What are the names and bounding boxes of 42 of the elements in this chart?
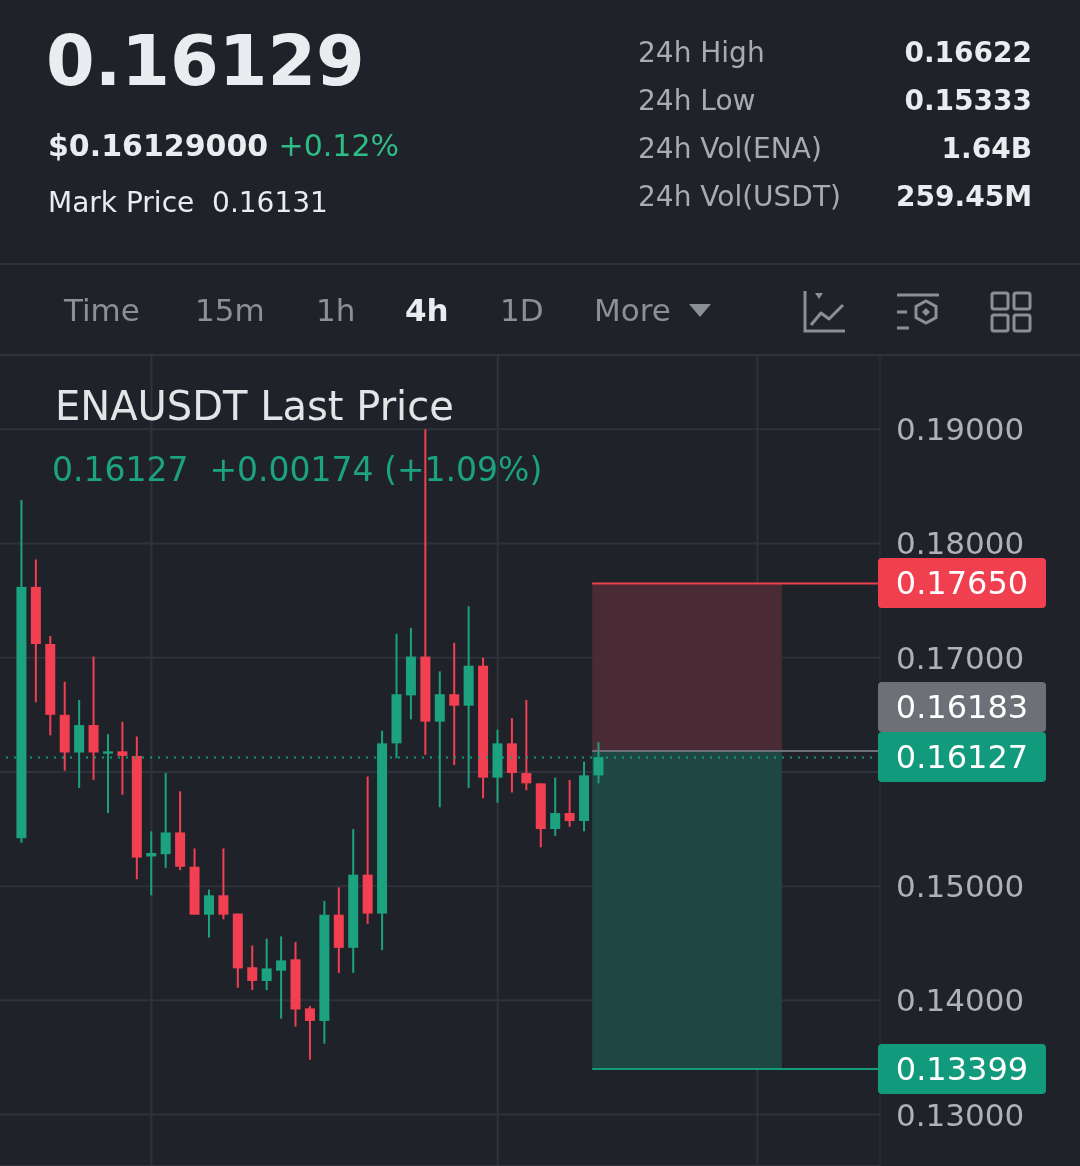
ref-line-label: 0.16183 [878,682,1046,733]
text: 0.16131 [212,186,328,219]
text: 1.64B [941,132,1032,165]
candlestick [218,847,229,921]
text: 24h Vol(ENA) [638,132,822,165]
y-tick-label: 0.18000 [896,525,1025,562]
candlestick [304,1005,315,1061]
text: 259.45M [896,180,1032,213]
candlestick [247,944,258,992]
ref-line-label: 0.16127 [878,732,1046,783]
text: 0.15333 [904,84,1032,117]
y-tick-label: 0.13000 [896,1096,1025,1133]
ref-line-label: 0.17650 [895,564,1029,603]
candlestick [117,720,128,796]
text: 1h [316,292,356,328]
y-tick-label: 0.15000 [896,868,1025,905]
candlestick [276,935,287,1020]
candlestick [160,772,171,869]
text: 1D [500,292,544,328]
ref-line-label: 0.13399 [878,1044,1046,1095]
text: 0.16622 [904,36,1032,69]
text: More [594,292,671,328]
text: Time [64,292,140,328]
text: 0.16129 [46,20,365,102]
candlestick [564,778,575,828]
y-tick-label: 0.19000 [896,411,1025,448]
text: +0.12% [278,128,400,163]
text: $0.16129000 [48,128,269,163]
candlestick [550,776,561,837]
candlestick [449,641,460,767]
text: 15m [195,292,265,328]
text: 24h Vol(USDT) [638,180,841,213]
text: 24h High [638,36,765,69]
candlestick [521,698,532,792]
text: Mark Price [48,186,195,219]
y-tick-label: 0.14000 [896,982,1025,1019]
text: ENAUSDT Last Price [55,383,454,429]
text: 4h [405,292,449,328]
text: 24h Low [638,84,756,117]
candlestick [261,937,272,992]
candlestick [203,888,214,939]
y-tick-label: 0.17000 [896,639,1025,676]
